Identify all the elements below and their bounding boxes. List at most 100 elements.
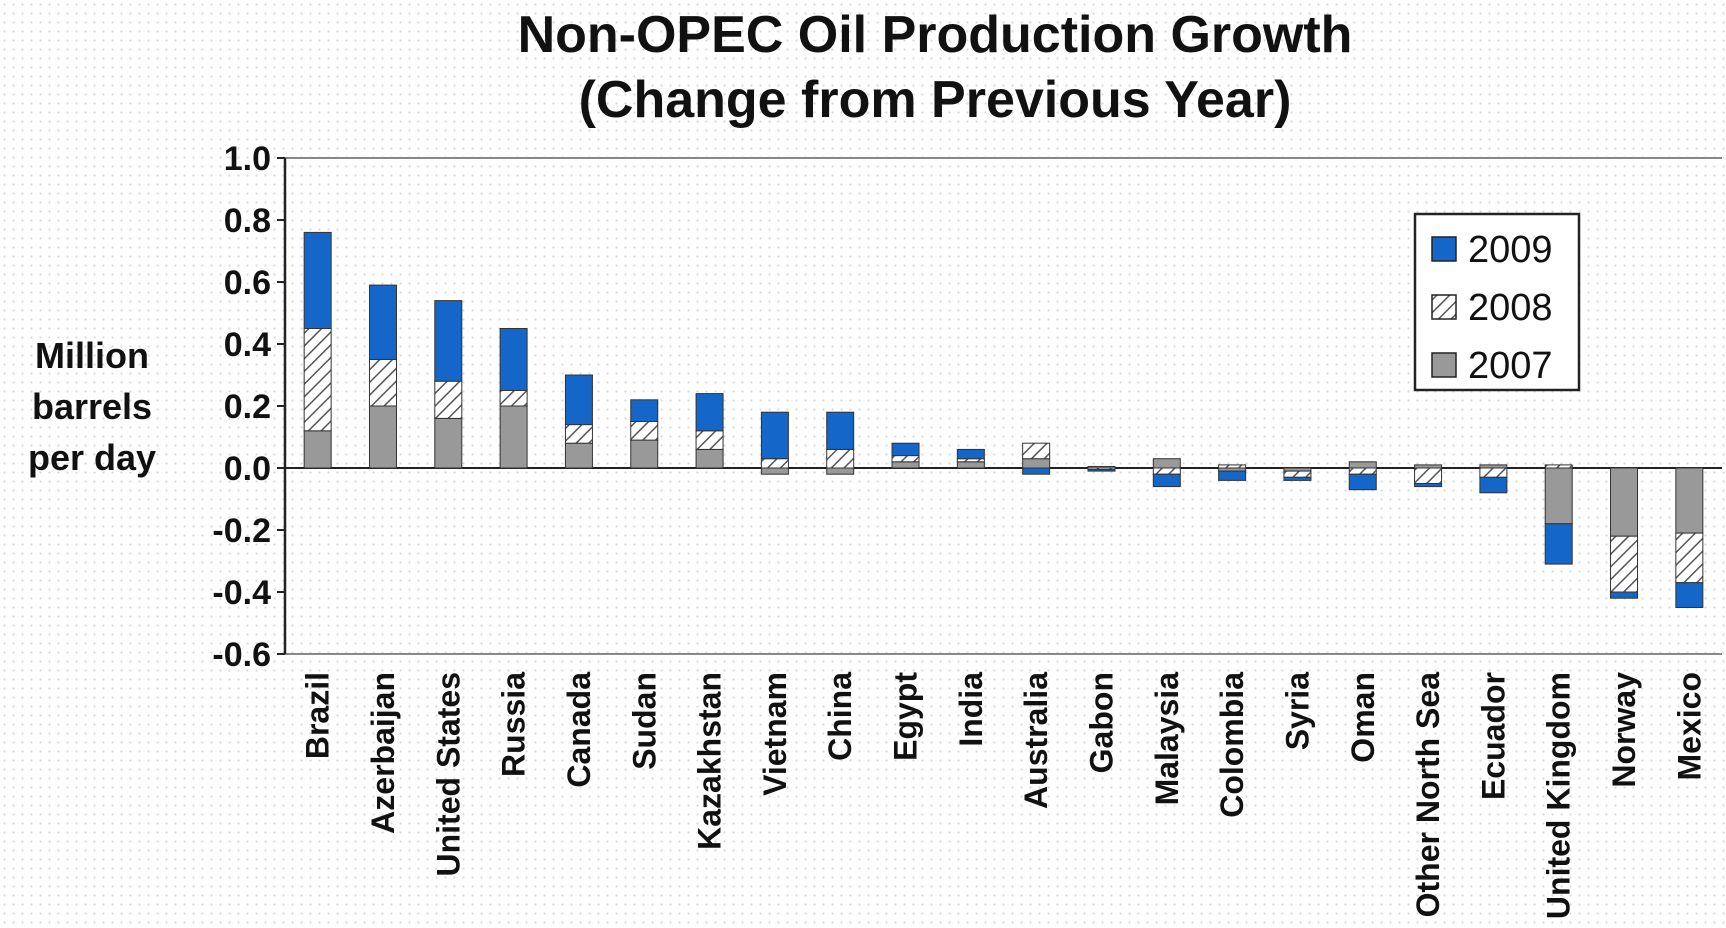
bar-vietnam-2007 <box>760 467 789 475</box>
bars <box>303 231 1704 609</box>
y-axis-label-line-1: Million <box>35 335 149 376</box>
bar-brazil-2007 <box>303 430 332 469</box>
bar-mexico-2007 <box>1675 467 1704 534</box>
bar-kazakhstan-2009 <box>695 393 724 432</box>
bar-united-states-2008 <box>434 380 463 419</box>
x-tick-label: Malaysia <box>1149 672 1185 806</box>
bar-china-2008 <box>826 448 855 469</box>
x-tick-label: Vietnam <box>757 672 793 796</box>
bar-oman-2008 <box>1348 467 1377 475</box>
x-tick-label: Azerbaijan <box>365 672 401 834</box>
y-tick-label: 1.0 <box>224 140 271 178</box>
bar-syria-2008 <box>1283 470 1312 478</box>
bar-sudan-2008 <box>630 421 659 441</box>
bar-russia-2008 <box>499 390 528 407</box>
bar-russia-2009 <box>499 328 528 391</box>
bar-russia-2007 <box>499 405 528 469</box>
gridlines <box>285 157 1722 655</box>
x-tick-label: Ecuador <box>1475 672 1511 800</box>
bar-gabon-2009 <box>1087 469 1116 472</box>
x-tick-label: Sudan <box>626 672 662 770</box>
bar-mexico-2009 <box>1675 582 1704 609</box>
x-tick-label: Other North Sea <box>1410 672 1446 918</box>
bar-oman-2007 <box>1348 461 1377 469</box>
y-tick-label: 0.8 <box>224 202 271 240</box>
bar-sudan-2007 <box>630 439 659 469</box>
bar-kazakhstan-2008 <box>695 430 724 450</box>
bar-ecuador-2009 <box>1479 476 1508 494</box>
y-axis-label-line-2: barrels <box>32 386 152 427</box>
bar-azerbaijan-2008 <box>368 359 397 407</box>
x-tick-label: China <box>822 672 858 761</box>
x-tick-label: Australia <box>1018 672 1054 809</box>
bar-norway-2009 <box>1610 591 1639 599</box>
x-tick-label: Syria <box>1279 672 1315 750</box>
legend-label-2007: 2007 <box>1468 345 1553 387</box>
bar-australia-2009 <box>1022 467 1051 475</box>
bar-brazil-2009 <box>303 231 332 329</box>
y-tick-labels: 1.0 0.8 0.6 0.4 0.2 0.0 -0.2 -0.4 -0.6 <box>212 140 271 674</box>
y-tick-label: 0.6 <box>224 264 271 302</box>
bar-canada-2009 <box>564 374 593 426</box>
bar-malaysia-2008 <box>1152 467 1181 475</box>
x-tick-label: Mexico <box>1671 672 1707 780</box>
bar-syria-2009 <box>1283 476 1312 481</box>
y-tick-label: 0.0 <box>224 450 271 488</box>
bar-egypt-2007 <box>891 461 920 469</box>
chart-subtitle: (Change from Previous Year) <box>579 71 1292 129</box>
y-tick-label: -0.4 <box>212 574 271 612</box>
legend-swatch-2008 <box>1431 294 1457 320</box>
x-tick-label: Canada <box>561 672 597 788</box>
bar-china-2007 <box>826 467 855 475</box>
bar-egypt-2009 <box>891 442 920 457</box>
bar-canada-2007 <box>564 442 593 469</box>
legend: 2009 2008 2007 <box>1413 212 1581 392</box>
bar-canada-2008 <box>564 424 593 444</box>
bar-sudan-2009 <box>630 399 659 422</box>
y-tick-label: -0.2 <box>212 512 271 550</box>
bar-ecuador-2008 <box>1479 467 1508 478</box>
bar-australia-2007 <box>1022 458 1051 469</box>
bar-norway-2007 <box>1610 467 1639 537</box>
x-tick-label: United States <box>430 672 466 876</box>
x-tick-label: Colombia <box>1214 672 1250 818</box>
x-tick-label: Oman <box>1345 672 1381 763</box>
x-tick-label: Gabon <box>1083 672 1119 773</box>
x-tick-label: Norway <box>1606 672 1642 788</box>
bar-azerbaijan-2009 <box>368 284 397 361</box>
bar-india-2007 <box>956 461 985 469</box>
bar-china-2009 <box>826 411 855 450</box>
bar-oman-2009 <box>1348 473 1377 491</box>
y-tick-label: -0.6 <box>212 636 271 674</box>
y-tick-label: 0.2 <box>224 388 271 426</box>
bar-united-kingdom-2007 <box>1544 467 1573 525</box>
bar-colombia-2008 <box>1218 464 1247 469</box>
bar-united-kingdom-2009 <box>1544 523 1573 565</box>
bar-azerbaijan-2007 <box>368 405 397 469</box>
x-tick-label: Egypt <box>888 672 924 761</box>
bar-united-kingdom-2008 <box>1544 464 1573 469</box>
bar-malaysia-2009 <box>1152 473 1181 488</box>
legend-label-2009: 2009 <box>1468 229 1553 271</box>
bar-malaysia-2007 <box>1152 458 1181 469</box>
x-tick-labels: Brazil Azerbaijan United States Russia Canad… <box>300 672 1708 919</box>
x-tick-label: Brazil <box>300 672 336 759</box>
bar-norway-2008 <box>1610 535 1639 593</box>
chart-title: Non-OPEC Oil Production Growth <box>518 6 1353 64</box>
x-tick-label: India <box>953 672 989 747</box>
legend-swatch-2009 <box>1431 236 1457 262</box>
bar-mexico-2008 <box>1675 532 1704 584</box>
bar-united-states-2009 <box>434 300 463 382</box>
bar-vietnam-2009 <box>760 411 789 460</box>
bar-australia-2008 <box>1022 442 1051 460</box>
x-tick-label: United Kingdom <box>1541 672 1577 919</box>
bar-egypt-2008 <box>891 455 920 463</box>
legend-label-2008: 2008 <box>1468 287 1553 329</box>
y-tick-label: 0.4 <box>224 326 271 364</box>
x-tick-label: Kazakhstan <box>692 672 728 850</box>
bar-india-2009 <box>956 448 985 460</box>
bar-colombia-2009 <box>1218 470 1247 481</box>
y-axis-label-line-3: per day <box>28 437 156 478</box>
